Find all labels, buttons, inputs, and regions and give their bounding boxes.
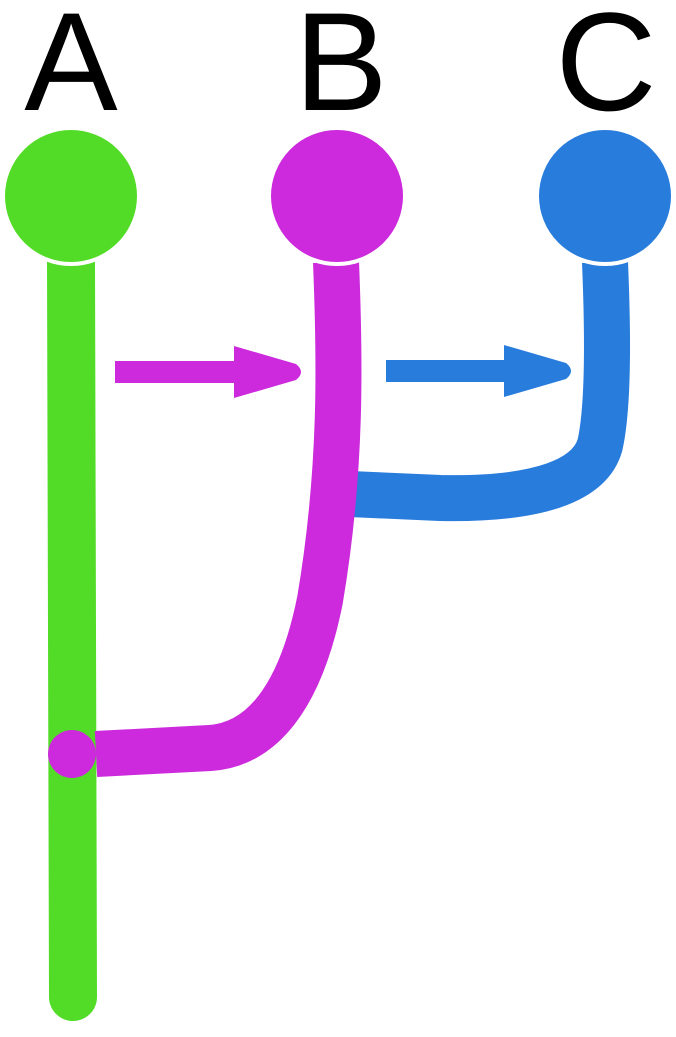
arrow-b-to-c <box>386 345 571 397</box>
arrow-b-to-c-head <box>504 345 571 397</box>
branch-c-merge-line <box>348 261 631 522</box>
branch-b-label: B <box>294 0 387 140</box>
merge-point-a <box>48 730 96 778</box>
branch-a-node <box>1 126 141 266</box>
branch-c-label: C <box>555 0 656 140</box>
arrow-a-to-b <box>115 346 301 398</box>
branch-b-merge-line <box>94 261 362 777</box>
branch-a-label: A <box>24 0 118 140</box>
branch-a-line <box>47 238 97 1021</box>
arrow-a-to-b-head <box>234 346 301 398</box>
branch-c-node <box>535 126 675 266</box>
branch-b-node <box>267 126 407 266</box>
